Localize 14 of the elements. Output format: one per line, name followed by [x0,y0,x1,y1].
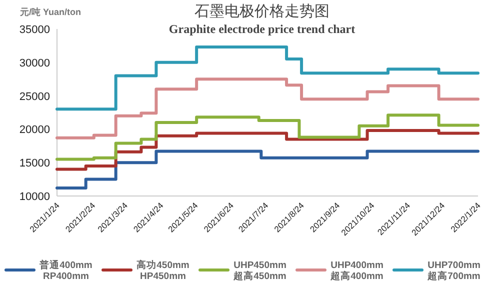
y-tick-label: 10000 [19,191,50,203]
y-tick-label: 15000 [19,158,50,170]
chart-title: 石墨电极价格走势图 [194,3,330,20]
legend-label: 高功450mm HP450mm [136,259,190,282]
legend-label: UHP450mm 超高450mm [232,260,286,282]
y-tick-label: 25000 [19,90,50,103]
y-tick-label: 35000 [19,24,50,36]
legend-label: UHP700mm 超高700mm [426,260,480,282]
y-tick-label: 30000 [19,57,50,70]
legend-label: 普通400mm RP400mm [38,259,92,282]
legend-label: UHP400mm 超高400mm [330,260,384,282]
y-axis-title: 元/吨 Yuan/ton [19,7,82,17]
chart-subtitle: Graphite electrode price trend chart [168,22,356,36]
y-tick-label: 20000 [19,124,50,136]
